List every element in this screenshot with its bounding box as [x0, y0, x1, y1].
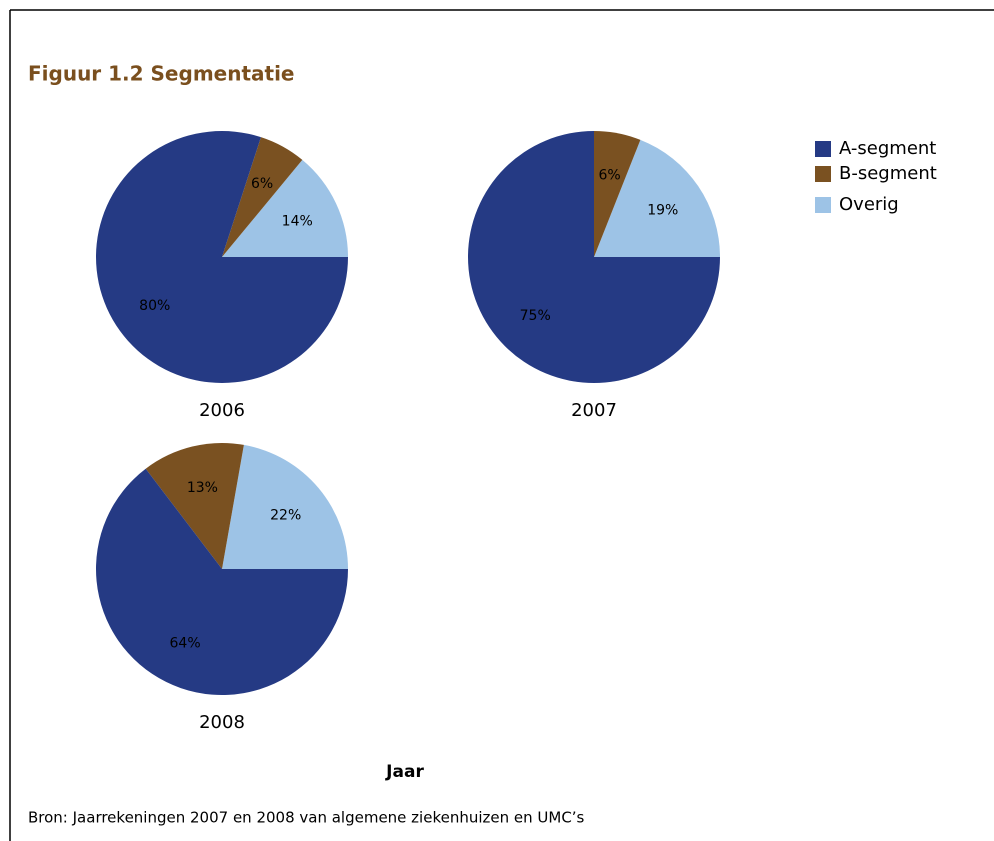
pie-slice [96, 131, 348, 384]
pie-slice [96, 468, 348, 695]
value-label: 6% [598, 167, 620, 183]
legend-label: A-segment [839, 138, 936, 159]
pie-slice [222, 444, 348, 569]
pie-label: 2007 [571, 400, 617, 421]
legend-swatch [815, 197, 831, 213]
pie-slice [222, 159, 348, 257]
x-axis-label: Jaar [385, 762, 424, 782]
legend-swatch [815, 166, 831, 182]
pie-slice [145, 443, 244, 569]
pie-slice [594, 131, 641, 257]
value-label: 13% [187, 480, 218, 496]
value-label: 75% [520, 308, 551, 324]
chart-title: Figuur 1.2 Segmentatie [28, 62, 295, 86]
legend-label: B-segment [839, 163, 937, 184]
value-label: 64% [170, 636, 201, 652]
pie-slice [222, 137, 303, 257]
source-note: Bron: Jaarrekeningen 2007 en 2008 van al… [28, 809, 585, 827]
pie-label: 2006 [199, 400, 245, 421]
pie-label: 2008 [199, 712, 245, 733]
value-label: 6% [251, 176, 273, 192]
value-label: 14% [282, 214, 313, 230]
value-label: 22% [270, 508, 301, 524]
pie-slice [594, 139, 720, 257]
legend-swatch [815, 141, 831, 157]
value-label: 80% [139, 298, 170, 314]
legend-label: Overig [839, 194, 899, 215]
pie-slice [468, 131, 720, 383]
value-label: 19% [647, 202, 678, 218]
